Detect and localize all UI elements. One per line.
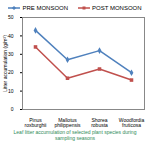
svg-text:20: 20 bbox=[8, 69, 14, 75]
svg-text:Litter accumulation (g/m²): Litter accumulation (g/m²) bbox=[2, 35, 8, 92]
svg-text:Mallotusphilippensis: Mallotusphilippensis bbox=[54, 117, 81, 128]
html-text:PRE MONSOON: PRE MONSOON bbox=[22, 4, 68, 11]
svg-text:50: 50 bbox=[8, 14, 14, 20]
svg-text:30: 30 bbox=[8, 51, 14, 57]
svg-text:Pinusroxburghii: Pinusroxburghii bbox=[25, 117, 47, 128]
html-text:Leaf litter accumulation of se: Leaf litter accumulation of selected pla… bbox=[13, 129, 137, 141]
svg-text:10: 10 bbox=[8, 88, 14, 94]
html-text:POST MONSOON: POST MONSOON bbox=[92, 4, 142, 11]
svg-text:40: 40 bbox=[8, 33, 14, 39]
svg-text:Shorearobusta: Shorearobusta bbox=[91, 117, 108, 128]
svg-text:Woodfordiafruticosa: Woodfordiafruticosa bbox=[119, 117, 145, 128]
svg-text:0: 0 bbox=[11, 106, 14, 112]
